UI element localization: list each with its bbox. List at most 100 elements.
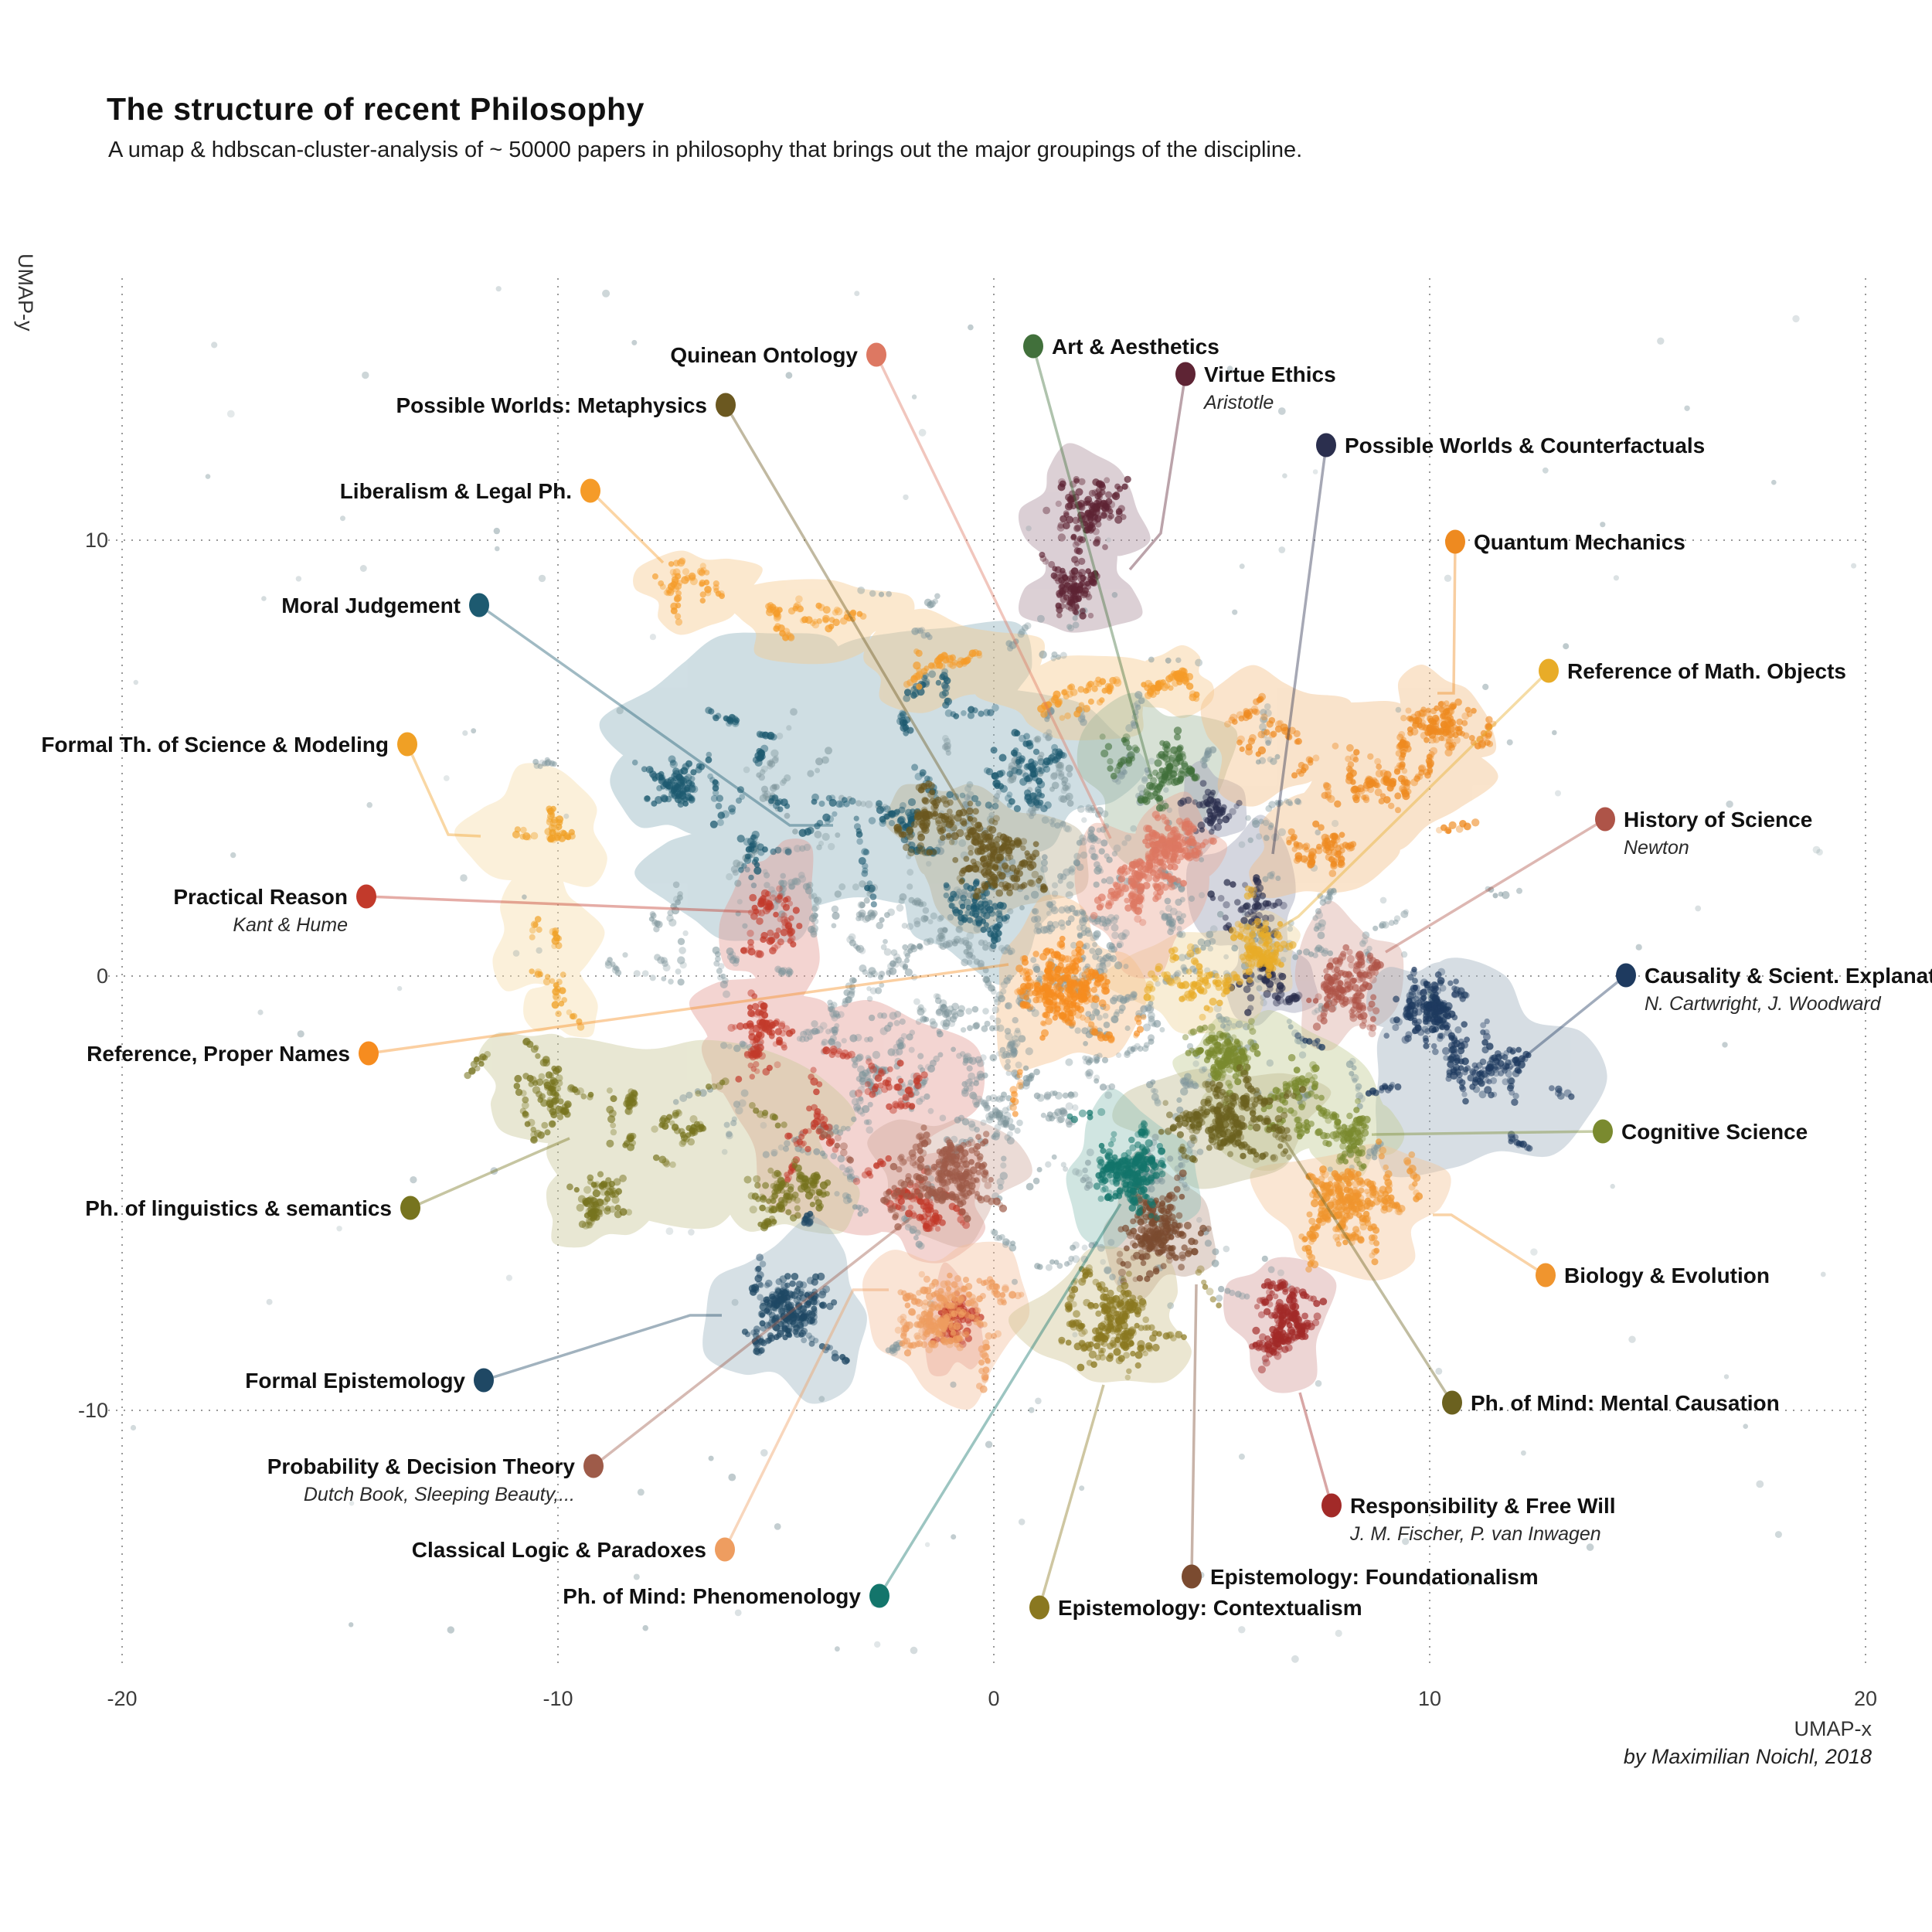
cluster-sublabel-practical-reason: Kant & Hume (233, 914, 348, 936)
x-tick-label: -20 (107, 1687, 137, 1710)
cluster-label-cognitive-science: Cognitive Science (1621, 1120, 1808, 1144)
cluster-dot-practical-reason (356, 884, 376, 909)
points-quantum-mechanics (1224, 692, 1497, 877)
page-title: The structure of recent Philosophy (107, 91, 645, 127)
points-formal-epistemology (741, 1210, 851, 1365)
cluster-label-quinean-ontology: Quinean Ontology (670, 343, 858, 367)
cluster-label-classical-logic-paradoxes: Classical Logic & Paradoxes (412, 1538, 706, 1562)
leader-epistemology-foundationalism (1190, 1284, 1198, 1577)
points-ref-math-objects (1143, 885, 1297, 1021)
cluster-label-pw-metaphysics: Possible Worlds: Metaphysics (396, 393, 708, 417)
y-tick-label: 10 (85, 529, 108, 552)
axis-ticks: -20 -10 0 10 20 10 0 -10 (78, 529, 1877, 1710)
cluster-label-quantum-mechanics: Quantum Mechanics (1474, 530, 1685, 554)
cluster-labels: Moral Judgement Formal Th. of Science & M… (41, 334, 1932, 1620)
points-ph-linguistics-semantics (464, 1037, 832, 1232)
cluster-label-art-aesthetics: Art & Aesthetics (1052, 335, 1219, 359)
cluster-label-liberalism-legal: Liberalism & Legal Ph. (340, 479, 572, 503)
cluster-label-possible-worlds-counterfactuals: Possible Worlds & Counterfactuals (1345, 434, 1705, 457)
leader-art-aesthetics (1032, 345, 1153, 777)
cluster-dot-quantum-mechanics (1445, 529, 1465, 554)
leader-reference-proper-names (368, 963, 1009, 1055)
gridlines (108, 278, 1870, 1669)
points-epistemology-contextualism (1058, 1264, 1222, 1381)
cluster-dot-reference-proper-names (359, 1041, 379, 1066)
leader-moral-judgement (478, 604, 833, 827)
cluster-label-formal-epistemology: Formal Epistemology (245, 1369, 465, 1393)
cluster-blob-quantum-mechanics (1200, 665, 1498, 899)
cluster-label-ref-math-objects: Reference of Math. Objects (1567, 659, 1846, 683)
points-responsibility-free-will (1249, 1278, 1328, 1374)
cluster-dot-classical-logic-paradoxes (715, 1537, 735, 1562)
cluster-sublabel-causality-explanation: N. Cartwright, J. Woodward (1645, 993, 1882, 1015)
cluster-label-virtue-ethics: Virtue Ethics (1204, 362, 1336, 386)
points-liberalism-legal (651, 557, 1200, 721)
cluster-dot-epistemology-foundationalism (1182, 1564, 1202, 1589)
cluster-sublabel-virtue-ethics: Aristotle (1202, 392, 1274, 413)
x-tick-label: -10 (543, 1687, 573, 1710)
cluster-dot-pw-metaphysics (716, 393, 736, 417)
x-axis-label: UMAP-x (1794, 1717, 1872, 1740)
cluster-blobs (454, 443, 1607, 1410)
x-tick-label: 10 (1418, 1687, 1441, 1710)
cluster-dot-quinean-ontology (866, 342, 886, 367)
cluster-dot-cognitive-science (1593, 1119, 1613, 1144)
points-cognitive-science (1182, 1018, 1371, 1172)
credit-text: by Maximilian Noichl, 2018 (1623, 1745, 1872, 1768)
cluster-sublabel-responsibility-free-will: J. M. Fischer, P. van Inwagen (1349, 1523, 1601, 1545)
leader-ph-linguistics-semantics (410, 1137, 570, 1209)
cluster-dot-probability-decision (583, 1454, 604, 1478)
points-virtue-ethics (1039, 475, 1131, 620)
leader-formal-th-science (406, 743, 481, 838)
points-causality-explanation (1294, 966, 1575, 1152)
points-pw-metaphysics (893, 780, 1049, 900)
leader-ref-math-objects (1262, 669, 1550, 940)
points-epistemology-foundationalism (1116, 1169, 1212, 1285)
cluster-label-epistemology-contextualism: Epistemology: Contextualism (1058, 1596, 1362, 1620)
cluster-label-causality-explanation: Causality & Scient. Explanation (1645, 964, 1932, 988)
leader-virtue-ethics (1128, 373, 1187, 571)
leader-causality-explanation (1482, 974, 1628, 1070)
cluster-label-moral-judgement: Moral Judgement (281, 594, 461, 617)
cluster-label-formal-th-science: Formal Th. of Science & Modeling (41, 733, 389, 757)
cluster-label-ph-linguistics-semantics: Ph. of linguistics & semantics (85, 1196, 392, 1220)
leader-possible-worlds-counterfactuals (1271, 444, 1328, 855)
cluster-label-biology-evolution: Biology & Evolution (1564, 1264, 1770, 1287)
cluster-dot-history-of-science (1595, 807, 1615, 832)
leader-responsibility-free-will (1298, 1392, 1333, 1506)
x-tick-label: 0 (988, 1687, 999, 1710)
cluster-dot-ph-linguistics-semantics (400, 1196, 420, 1220)
y-axis-label: UMAP-y (14, 253, 37, 332)
cluster-dot-ph-mind-phenomenology (869, 1583, 889, 1608)
leader-probability-decision (592, 1216, 913, 1468)
leader-quinean-ontology (875, 354, 1112, 839)
leader-practical-reason (366, 895, 754, 913)
cluster-label-probability-decision: Probability & Decision Theory (267, 1454, 576, 1478)
cluster-dot-liberalism-legal (580, 478, 600, 503)
cluster-dot-possible-worlds-counterfactuals (1316, 433, 1336, 457)
leader-quantum-mechanics (1437, 541, 1457, 695)
leader-epistemology-contextualism (1038, 1384, 1105, 1608)
cluster-label-mental-causation: Ph. of Mind: Mental Causation (1471, 1391, 1780, 1415)
leader-biology-evolution (1433, 1213, 1546, 1277)
y-tick-label: -10 (78, 1399, 108, 1422)
cluster-sublabel-history-of-science: Newton (1624, 837, 1689, 859)
cluster-blob-biology-evolution (1250, 1144, 1451, 1281)
cluster-sublabel-probability-decision: Dutch Book, Sleeping Beauty,... (304, 1484, 575, 1505)
points-quinean-ontology (1090, 811, 1217, 927)
cluster-dot-ref-math-objects (1539, 658, 1559, 683)
points-classical-logic-paradoxes (894, 1270, 1025, 1393)
cluster-dot-epistemology-contextualism (1029, 1595, 1049, 1620)
cluster-dot-virtue-ethics (1175, 362, 1196, 386)
points-history-of-science (1306, 944, 1384, 1038)
leader-cognitive-science (1371, 1130, 1604, 1136)
cluster-scatter-points (464, 475, 1575, 1393)
y-tick-label: 0 (97, 964, 108, 988)
leader-pw-metaphysics (724, 404, 977, 829)
points-probability-decision (816, 1124, 1008, 1231)
leader-classical-logic-paradoxes (723, 1288, 889, 1550)
points-mental-causation (1158, 1063, 1307, 1164)
cluster-label-reference-proper-names: Reference, Proper Names (87, 1042, 350, 1066)
